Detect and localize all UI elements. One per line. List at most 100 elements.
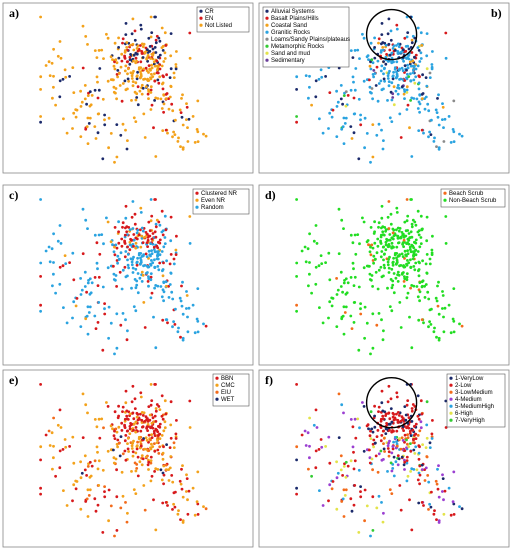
data-point: [342, 116, 346, 120]
data-point: [434, 108, 438, 112]
data-point: [115, 61, 119, 65]
data-point: [393, 233, 397, 237]
data-point: [349, 88, 353, 92]
legend-entry-label: 1-VeryLow: [455, 376, 484, 382]
data-point: [169, 271, 173, 275]
data-point: [96, 467, 100, 471]
data-point: [354, 436, 358, 440]
data-point: [101, 157, 105, 161]
data-point: [420, 93, 424, 96]
data-point: [86, 142, 90, 146]
panel-label: e): [9, 373, 18, 387]
data-point: [418, 261, 421, 265]
data-point: [133, 29, 137, 33]
data-point: [422, 504, 425, 507]
data-point: [115, 285, 118, 288]
data-point: [117, 441, 121, 445]
data-point: [90, 281, 94, 285]
data-point: [425, 271, 429, 275]
data-point: [381, 414, 385, 418]
data-point: [405, 275, 409, 279]
data-point: [369, 534, 372, 538]
data-point: [391, 283, 395, 287]
data-point: [100, 417, 104, 421]
data-point: [170, 102, 174, 106]
legend-swatch: [265, 51, 269, 55]
data-point: [383, 450, 386, 453]
data-point: [367, 58, 370, 61]
data-point: [379, 242, 383, 245]
data-point: [81, 207, 85, 211]
data-point: [124, 250, 128, 253]
data-point: [156, 468, 160, 471]
data-point: [451, 127, 455, 131]
data-point: [410, 409, 414, 413]
data-point: [128, 240, 132, 244]
data-point: [368, 90, 372, 94]
data-point: [410, 51, 414, 54]
data-point: [447, 303, 451, 307]
data-point: [419, 236, 423, 239]
data-point: [124, 22, 128, 25]
data-point: [379, 439, 383, 443]
data-point: [140, 52, 144, 55]
data-point: [102, 57, 105, 60]
data-point: [340, 500, 344, 503]
data-point: [48, 74, 52, 77]
data-point: [342, 94, 346, 97]
data-point: [148, 229, 152, 233]
data-point: [401, 241, 405, 245]
data-point: [295, 458, 298, 462]
data-point: [402, 238, 406, 242]
data-point: [85, 314, 89, 318]
data-point: [372, 254, 376, 258]
data-point: [134, 98, 138, 102]
data-point: [123, 79, 127, 83]
data-point: [121, 410, 124, 413]
data-point: [414, 261, 418, 265]
data-point: [114, 427, 118, 431]
data-point: [412, 448, 416, 452]
data-point: [149, 68, 152, 72]
data-point: [436, 487, 440, 491]
data-point: [435, 518, 438, 521]
data-point: [147, 220, 151, 224]
data-point: [369, 41, 373, 45]
data-point: [342, 305, 346, 309]
data-point: [143, 447, 147, 451]
data-point: [86, 43, 89, 46]
data-point: [357, 531, 361, 534]
data-point: [151, 261, 155, 265]
data-point: [447, 486, 451, 490]
data-point: [375, 251, 379, 255]
data-point: [390, 420, 394, 424]
data-point: [154, 222, 158, 226]
data-point: [71, 251, 75, 255]
data-point: [408, 432, 412, 435]
data-point: [119, 323, 123, 327]
data-point: [426, 474, 430, 477]
data-point: [433, 509, 436, 512]
data-point: [437, 93, 440, 97]
data-point: [391, 75, 395, 78]
data-point: [126, 263, 130, 267]
data-point: [405, 91, 409, 94]
data-point: [147, 97, 150, 100]
data-point: [328, 483, 332, 487]
data-point: [155, 403, 159, 406]
data-point: [51, 284, 54, 288]
data-point: [161, 471, 165, 475]
data-point: [358, 242, 361, 246]
data-point: [113, 410, 117, 414]
data-point: [372, 261, 375, 265]
data-point: [149, 108, 153, 111]
data-point: [405, 85, 409, 89]
data-point: [162, 102, 166, 106]
data-point: [139, 395, 143, 399]
data-point: [121, 268, 125, 272]
data-point: [75, 480, 79, 483]
data-point: [166, 131, 169, 135]
data-point: [157, 268, 161, 272]
data-point: [139, 206, 143, 210]
